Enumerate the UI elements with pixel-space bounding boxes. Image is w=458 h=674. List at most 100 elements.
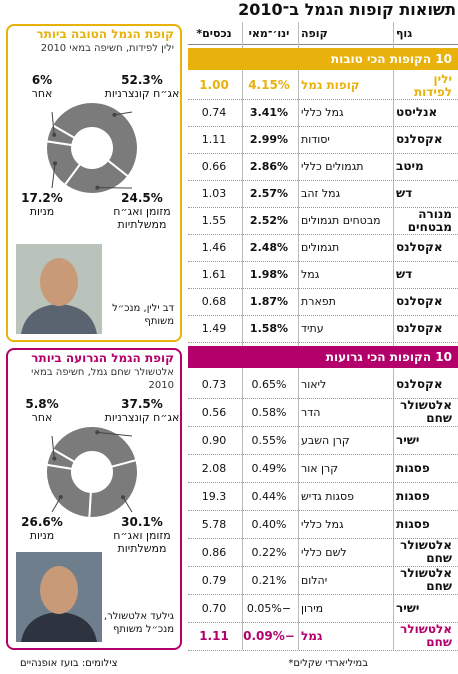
table-cell: אלטשולר שחם bbox=[400, 398, 452, 425]
column-header: קופה bbox=[301, 26, 328, 40]
table-cell: 1.03 bbox=[201, 187, 227, 200]
table-cell: 0.55% bbox=[251, 433, 287, 447]
row-rule bbox=[188, 234, 458, 235]
donut-chart bbox=[45, 425, 139, 519]
table-cell: 0.74 bbox=[201, 106, 227, 119]
table-cell: קופות גמל bbox=[301, 78, 360, 92]
table-cell: 0.40% bbox=[251, 517, 287, 531]
column-rule bbox=[393, 22, 394, 650]
leader-line bbox=[51, 435, 55, 459]
table-cell: גמל זהב bbox=[301, 187, 341, 200]
table-cell: −0.09% bbox=[243, 628, 295, 643]
table-cell: 5.78 bbox=[201, 517, 227, 531]
leader-line bbox=[51, 163, 56, 189]
table-cell: מיטב bbox=[396, 159, 424, 173]
table-cell: 2.57% bbox=[249, 187, 289, 200]
photo bbox=[16, 244, 102, 334]
photo-body bbox=[21, 612, 97, 642]
slice-value: 24.5% bbox=[121, 191, 163, 205]
row-rule bbox=[188, 622, 458, 623]
table-cell: אקסלנס bbox=[396, 132, 443, 146]
table-cell: 0.79 bbox=[201, 573, 227, 587]
table-cell: תגמולים כללי bbox=[301, 160, 364, 173]
table-cell: 0.49% bbox=[251, 461, 287, 475]
row-rule bbox=[188, 315, 458, 316]
table-cell: יסודות bbox=[301, 133, 330, 146]
donut-slice bbox=[45, 463, 92, 519]
leader-dot bbox=[58, 495, 63, 500]
donut-slice bbox=[88, 458, 139, 519]
row-rule bbox=[188, 207, 458, 208]
table-cell: תגמולים bbox=[301, 241, 340, 254]
slice-label: מניות bbox=[29, 529, 55, 542]
table-cell: הדר bbox=[301, 405, 321, 419]
leader-dot bbox=[95, 185, 100, 190]
table-cell: 0.68 bbox=[201, 295, 227, 308]
section-header bbox=[188, 48, 458, 70]
photo-head bbox=[40, 258, 78, 306]
table-cell: 0.86 bbox=[201, 545, 227, 559]
table-cell: אנליסט bbox=[396, 105, 438, 119]
table-cell: פסגות bbox=[396, 488, 430, 503]
panel-title: קופת הגמל הגרועה ביותר bbox=[31, 351, 174, 365]
column-rule bbox=[242, 22, 243, 650]
leader-line bbox=[122, 497, 133, 513]
panel-subtitle: ילין לפידות, חשיפה במאי 2010 bbox=[40, 43, 174, 54]
panel: קופת הגמל הטובה ביותר ילין לפידות, חשיפה … bbox=[6, 24, 182, 342]
table-cell: 1.98% bbox=[249, 268, 289, 281]
leader-dot bbox=[52, 132, 57, 137]
table-cell: 0.58% bbox=[251, 405, 287, 419]
table-cell: קרן השבע bbox=[301, 433, 350, 447]
row-rule bbox=[188, 398, 458, 399]
row-rule bbox=[188, 180, 458, 181]
leader-dot bbox=[121, 495, 126, 500]
row-rule bbox=[188, 482, 458, 483]
row-rule bbox=[188, 261, 458, 262]
table-cell: גמל כללי bbox=[301, 517, 344, 531]
photo-body bbox=[21, 304, 97, 334]
table-cell: 2.08 bbox=[201, 461, 227, 475]
row-rule bbox=[188, 538, 458, 539]
slice-value: 37.5% bbox=[121, 397, 163, 411]
table-cell: 2.52% bbox=[249, 214, 289, 227]
table-cell: 2.86% bbox=[249, 160, 289, 173]
table-cell: 0.90 bbox=[201, 433, 227, 447]
table-cell: קרן אור bbox=[301, 461, 339, 475]
table-cell: אקסלנס bbox=[396, 294, 443, 308]
donut-slice bbox=[50, 425, 138, 469]
row-rule bbox=[188, 99, 458, 100]
column-rule bbox=[298, 22, 299, 650]
table-cell: 0.65% bbox=[251, 377, 287, 391]
table-cell: 3.41% bbox=[249, 106, 289, 119]
table-cell: לשם כללי bbox=[301, 545, 347, 559]
slice-label: מזומן ואג״ח ממשלתיות bbox=[113, 529, 171, 555]
column-header: גוף bbox=[396, 26, 413, 40]
photo-head bbox=[40, 566, 78, 614]
table-cell: אקסלנס bbox=[396, 321, 443, 335]
row-rule bbox=[188, 566, 458, 567]
table-cell: גמל bbox=[301, 628, 323, 643]
row-rule bbox=[188, 426, 458, 427]
table-cell: 1.58% bbox=[249, 322, 289, 335]
photo-credit: צילומים: בועז אופנהיים bbox=[20, 658, 118, 669]
table-cell: 0.73 bbox=[201, 377, 227, 391]
slice-label: מניות bbox=[29, 205, 55, 218]
row-rule bbox=[188, 650, 458, 651]
table-cell: 0.22% bbox=[251, 545, 287, 559]
table-cell: דש bbox=[396, 267, 413, 281]
table-cell: 2.99% bbox=[249, 133, 289, 146]
table-cell: יהלום bbox=[301, 573, 328, 587]
page-title: תשואות קופות הגמל ב־2010 bbox=[238, 0, 456, 19]
table-cell: אקסלנס bbox=[396, 376, 443, 391]
panel: קופת הגמל הגרועה ביותר אלטשולר שחם גמל, ח… bbox=[6, 348, 182, 650]
slice-value: 5.8% bbox=[25, 397, 59, 411]
table-cell: 1.46 bbox=[201, 241, 227, 254]
leader-line bbox=[97, 431, 133, 437]
table-cell: פסגות bbox=[396, 460, 430, 475]
table-cell: 1.87% bbox=[249, 295, 289, 308]
table-cell: אקסלנס bbox=[396, 240, 443, 254]
table-cell: 2.48% bbox=[249, 241, 289, 254]
table-cell: 0.66 bbox=[201, 160, 227, 173]
table-cell: 0.70 bbox=[201, 601, 227, 615]
